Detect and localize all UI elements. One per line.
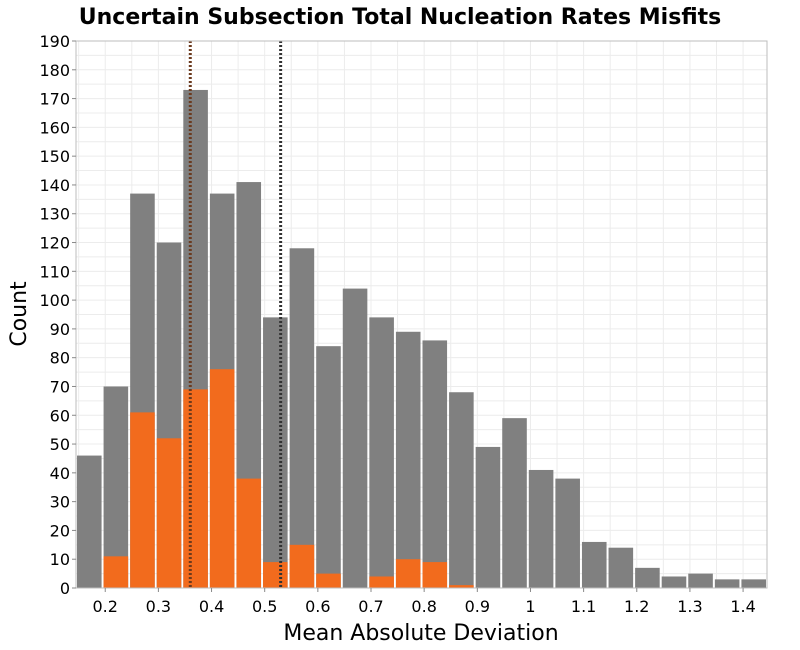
x-tick-label: 0.2 (93, 597, 118, 616)
subset-bar (449, 585, 474, 588)
x-tick-label: 0.9 (465, 597, 490, 616)
y-tick-label: 70 (50, 377, 70, 396)
subset-bar (369, 576, 394, 588)
subset-bar (289, 544, 315, 588)
y-tick-label: 190 (39, 32, 70, 51)
x-tick-label: 1.4 (730, 597, 755, 616)
x-tick-label: 1.3 (677, 597, 702, 616)
all-bar (661, 576, 687, 588)
all-bar (555, 478, 580, 588)
all-bar (449, 392, 474, 588)
mean-lines (188, 41, 283, 588)
y-tick-label: 180 (39, 61, 70, 80)
subset-bar (183, 389, 208, 588)
y-tick-label: 0 (60, 579, 70, 598)
all-bar (263, 317, 288, 588)
y-tick-label: 100 (39, 291, 70, 310)
x-tick-label: 0.7 (358, 597, 383, 616)
x-tick-label: 0.3 (146, 597, 171, 616)
all-bar (581, 541, 607, 588)
subset-bar (236, 478, 262, 588)
y-tick-label: 40 (50, 464, 70, 483)
y-tick-label: 150 (39, 147, 70, 166)
all-bar (475, 446, 501, 588)
x-tick-label: 1.1 (571, 597, 596, 616)
subset-bar (103, 556, 129, 588)
chart-title: Uncertain Subsection Total Nucleation Ra… (79, 5, 721, 30)
all-bar (316, 346, 341, 588)
series-all-bars (77, 89, 766, 589)
y-tick-label: 10 (50, 550, 70, 569)
y-tick-label: 110 (39, 262, 70, 281)
subset-bar (395, 559, 421, 588)
all-bar (395, 331, 421, 588)
y-tick-label: 60 (50, 406, 70, 425)
x-tick-label: 0.5 (252, 597, 277, 616)
y-tick-label: 140 (39, 176, 70, 195)
all-bar (608, 547, 634, 588)
x-tick-label: 0.8 (411, 597, 436, 616)
x-axis-ticks: 0.2 0.3 0.4 0.5 0.6 0.7 0.8 0.9 1 1.1 1.2 1.3 1.4 (93, 588, 756, 616)
all-bar (688, 573, 713, 588)
x-axis-label: Mean Absolute Deviation (283, 621, 558, 646)
y-tick-label: 130 (39, 205, 70, 224)
subset-bar (263, 562, 288, 588)
y-tick-label: 80 (50, 349, 70, 368)
all-bar (369, 317, 394, 588)
y-tick-label: 20 (50, 521, 70, 540)
all-bar (77, 455, 102, 588)
plot-area-frame (75, 40, 768, 589)
y-tick-label: 170 (39, 90, 70, 109)
all-bar (528, 469, 554, 588)
x-tick-label: 1.2 (624, 597, 649, 616)
subset-bar (156, 438, 182, 588)
all-bar (635, 567, 660, 588)
y-tick-label: 120 (39, 234, 70, 253)
y-axis-label: Count (7, 281, 32, 347)
subset-bar (422, 562, 448, 588)
subset-bar (130, 412, 155, 588)
y-tick-label: 30 (50, 493, 70, 512)
x-tick-label: 0.4 (199, 597, 224, 616)
x-tick-label: 0.6 (305, 597, 330, 616)
x-tick-label: 1 (525, 597, 535, 616)
all-bar (342, 288, 368, 588)
y-tick-label: 160 (39, 118, 70, 137)
y-axis-ticks: 0 10 20 30 40 50 60 70 80 90 100 110 120 130 140 150 160… (39, 32, 76, 598)
all-bar (422, 340, 448, 588)
series-subset-bars (103, 369, 474, 588)
all-bar (502, 418, 527, 588)
all-bar (103, 386, 129, 588)
all-bar (714, 579, 740, 588)
y-tick-label: 50 (50, 435, 70, 454)
subset-bar (209, 369, 235, 588)
subset-bar (316, 573, 341, 588)
all-bar (289, 248, 315, 588)
y-tick-label: 90 (50, 320, 70, 339)
all-bar (741, 579, 766, 588)
